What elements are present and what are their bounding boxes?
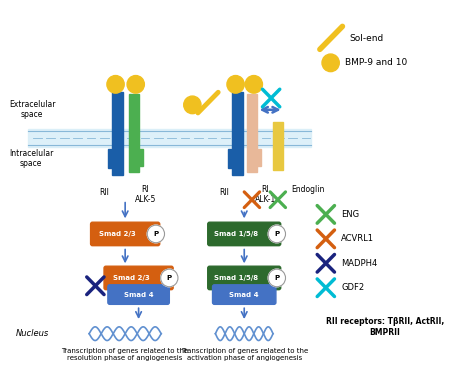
Text: RII: RII [219,188,229,197]
Circle shape [161,269,178,287]
Text: GDF2: GDF2 [341,283,365,292]
Circle shape [227,75,244,93]
Circle shape [127,75,145,93]
Text: BMP-9 and 10: BMP-9 and 10 [345,58,407,68]
Circle shape [161,269,178,287]
FancyBboxPatch shape [208,266,281,290]
Text: MADPH4: MADPH4 [341,259,377,268]
Text: Endoglin: Endoglin [291,185,325,194]
Text: Transcription of genes related to the
resolution phase of angiogenesis: Transcription of genes related to the re… [62,348,189,361]
Bar [109,149,114,168]
FancyBboxPatch shape [91,222,160,246]
Bar [137,149,143,166]
Text: RII: RII [99,188,109,197]
Text: Smad 1/5/8: Smad 1/5/8 [214,275,259,281]
Text: Intracelular
space: Intracelular space [9,149,54,168]
Text: Transcription of genes related to the
activation phase of angiogenesis: Transcription of genes related to the ac… [181,348,308,361]
FancyBboxPatch shape [104,266,173,290]
Text: P: P [274,231,280,237]
Text: P: P [274,275,280,281]
Text: Extracelular
space: Extracelular space [9,100,55,120]
FancyBboxPatch shape [212,285,276,304]
Text: P: P [153,231,158,237]
Text: Smad 2/3: Smad 2/3 [112,275,149,281]
Text: ACVRL1: ACVRL1 [341,234,374,243]
Text: Smad 4: Smad 4 [229,292,259,298]
FancyBboxPatch shape [208,222,281,246]
Text: Smad 1/5/8: Smad 1/5/8 [214,231,259,237]
Bar [28,129,311,147]
Text: RI
ALK-1: RI ALK-1 [255,185,276,204]
Bar [255,149,261,166]
Circle shape [245,75,263,93]
Text: RI
ALK-5: RI ALK-5 [135,185,156,204]
Text: Smad 2/3: Smad 2/3 [99,231,136,237]
Circle shape [147,225,164,243]
Text: Smad 4: Smad 4 [124,292,154,298]
Text: ENG: ENG [341,210,359,219]
Text: P: P [167,275,172,281]
FancyBboxPatch shape [108,285,169,304]
Circle shape [147,225,164,243]
Bar [112,92,123,175]
Circle shape [107,75,124,93]
Circle shape [322,54,339,72]
Text: Sol-end: Sol-end [350,34,384,43]
Bar [228,149,234,168]
Bar [246,94,257,172]
Bar [273,122,283,170]
Circle shape [184,96,201,114]
Circle shape [268,225,285,243]
Circle shape [268,225,285,243]
Text: Nucleus: Nucleus [16,329,49,338]
Circle shape [268,269,285,287]
Text: RII receptors: TβRII, ActRII,
BMPRII: RII receptors: TβRII, ActRII, BMPRII [326,317,444,336]
Bar [232,92,243,175]
Bar [128,94,139,172]
Circle shape [268,269,285,287]
